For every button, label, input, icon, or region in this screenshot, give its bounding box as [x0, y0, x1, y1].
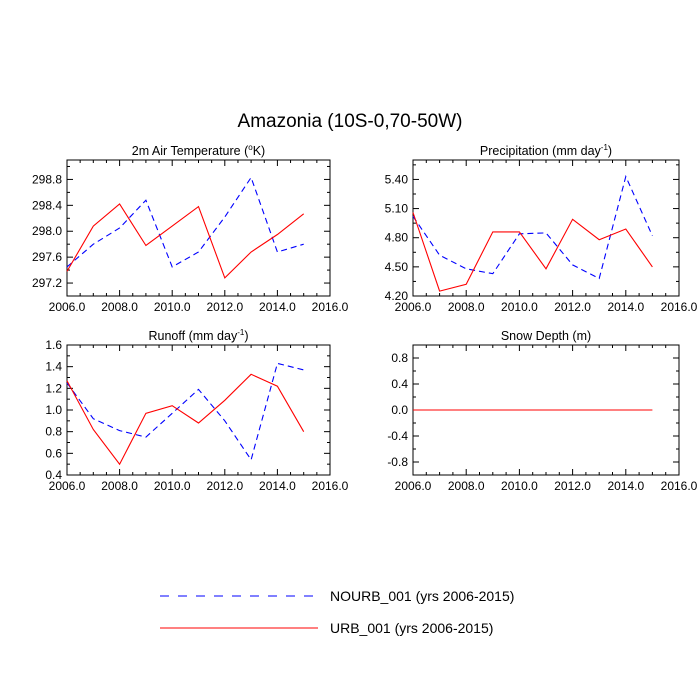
x-tick-label: 2006.0 [49, 300, 86, 314]
series-line-nourb-001 [412, 174, 653, 280]
y-tick-label: 4.80 [385, 231, 409, 245]
panel-title-main: 2m Air Temperature ( [132, 144, 249, 158]
panel-2: Precipitation (mm day-1) 2006.0 2008.0 2010… [385, 143, 698, 314]
x-tick-label: 2010.0 [154, 300, 191, 314]
x-tick-label: 2010.0 [154, 479, 191, 493]
y-tick-label: 1.4 [45, 360, 62, 374]
y-tick-label: 0.4 [45, 468, 62, 482]
panels: 2m Air Temperature (oK) 2006.0 2008.0 2010.… [32, 143, 698, 493]
x-tick-label: 2008.0 [448, 479, 485, 493]
x-tick-label: 2010.0 [501, 479, 538, 493]
x-tick-label: 2008.0 [448, 300, 485, 314]
y-tick-label: -0.4 [387, 429, 408, 443]
x-tick-label: 2016.0 [312, 479, 349, 493]
panel-title-main: Precipitation (mm day [480, 144, 602, 158]
panel-title-end: K) [253, 144, 266, 158]
y-tick-label: 298.4 [32, 198, 62, 212]
y-tick-label: 1.2 [45, 381, 62, 395]
y-tick-label: 298.0 [32, 224, 62, 238]
x-tick-label: 2012.0 [554, 479, 591, 493]
y-tick-label: -0.8 [387, 455, 408, 469]
y-tick-label: 297.2 [32, 276, 62, 290]
y-tick-label: 298.8 [32, 172, 62, 186]
y-tick-label: 0.0 [391, 403, 408, 417]
x-tick-label: 2008.0 [101, 300, 138, 314]
x-tick-label: 2014.0 [259, 300, 296, 314]
x-tick-label: 2008.0 [101, 479, 138, 493]
series-line-nourb-001 [66, 176, 304, 268]
x-tick-label: 2006.0 [49, 479, 86, 493]
legend-entry-2: URB_001 (yrs 2006-2015) [160, 620, 493, 636]
legend: NOURB_001 (yrs 2006-2015) URB_001 (yrs 20… [160, 588, 514, 636]
legend-label: URB_001 (yrs 2006-2015) [330, 620, 493, 636]
series-line-nourb-001 [66, 362, 304, 462]
legend-label: NOURB_001 (yrs 2006-2015) [330, 588, 514, 604]
panel-4: Snow Depth (m) 2006.0 2008.0 2010.0 2012.0 20… [387, 329, 697, 493]
y-tick-label: 5.10 [385, 202, 409, 216]
legend-entry-1: NOURB_001 (yrs 2006-2015) [160, 588, 514, 604]
x-tick-label: 2012.0 [554, 300, 591, 314]
series-line-urb-001 [66, 203, 305, 279]
x-tick-label: 2014.0 [607, 479, 644, 493]
x-tick-label: 2010.0 [501, 300, 538, 314]
y-tick-label: 0.6 [45, 446, 62, 460]
series-line-urb-001 [412, 212, 653, 292]
panel-title: Snow Depth (m) [501, 329, 591, 343]
panel-title-sup: o [248, 143, 253, 152]
panel-title-sup: -1 [237, 328, 245, 337]
panel-title-end: ) [244, 329, 248, 343]
plot-frame [66, 159, 331, 297]
x-tick-label: 2006.0 [395, 300, 432, 314]
x-tick-label: 2012.0 [206, 479, 243, 493]
y-tick-label: 5.40 [385, 172, 409, 186]
figure-title: Amazonia (10S-0,70-50W) [238, 111, 463, 132]
panel-1: 2m Air Temperature (oK) 2006.0 2008.0 2010.… [32, 143, 349, 314]
x-tick-label: 2006.0 [395, 479, 432, 493]
panel-title: 2m Air Temperature (oK) [132, 143, 265, 158]
y-tick-label: 1.6 [45, 338, 62, 352]
y-tick-label: 4.20 [385, 289, 409, 303]
panel-title-sup: -1 [601, 143, 609, 152]
y-tick-label: 1.0 [45, 403, 62, 417]
panel-title-end: ) [608, 144, 612, 158]
panel-title-main: Snow Depth (m) [501, 329, 591, 343]
y-tick-label: 297.6 [32, 250, 62, 264]
x-tick-label: 2016.0 [312, 300, 349, 314]
y-tick-label: 0.8 [45, 425, 62, 439]
plot-frame [412, 159, 680, 297]
y-tick-label: 0.8 [391, 351, 408, 365]
panel-title: Precipitation (mm day-1) [480, 143, 612, 158]
y-tick-label: 0.4 [391, 377, 408, 391]
y-tick-label: 4.50 [385, 260, 409, 274]
x-tick-label: 2014.0 [259, 479, 296, 493]
x-tick-label: 2016.0 [661, 479, 698, 493]
panel-title: Runoff (mm day-1) [149, 328, 249, 343]
x-tick-label: 2012.0 [206, 300, 243, 314]
series-line-urb-001 [66, 373, 305, 466]
panel-title-main: Runoff (mm day [149, 329, 238, 343]
x-tick-label: 2014.0 [607, 300, 644, 314]
x-tick-label: 2016.0 [661, 300, 698, 314]
panel-3: Runoff (mm day-1) 2006.0 2008.0 2010.0 2012.… [45, 328, 348, 493]
